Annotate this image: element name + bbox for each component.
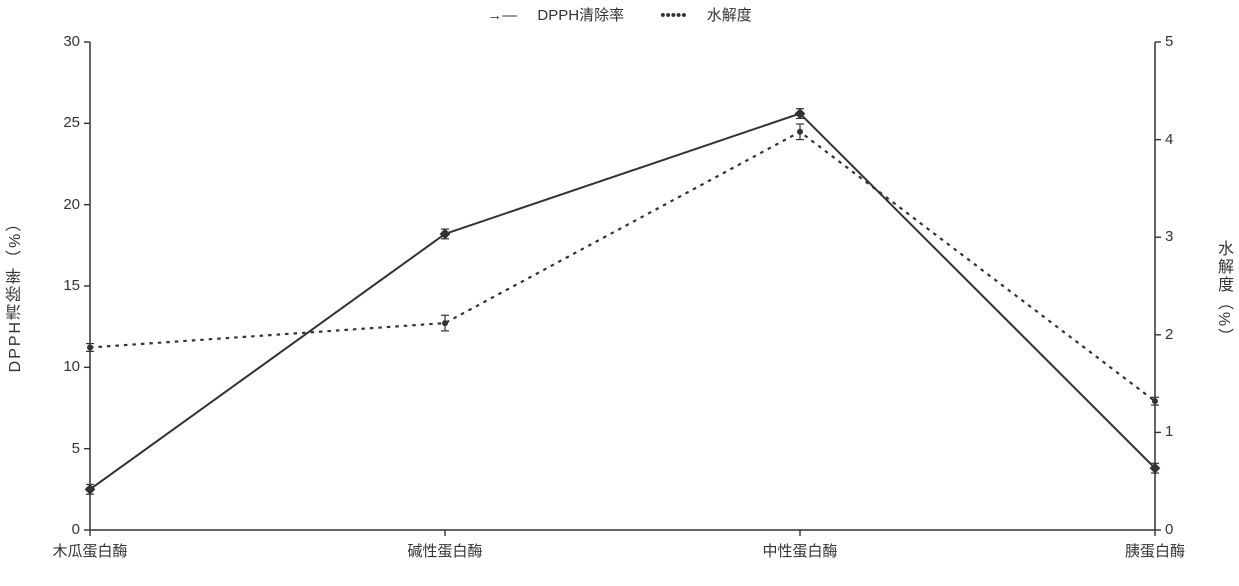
y-left-tick-label: 30 bbox=[63, 33, 80, 50]
chart-root: →— DPPH清除率 ••••• 水解度 DPPH清除率（%） 水解度（%） 0… bbox=[0, 0, 1239, 586]
y-right-tick-label: 2 bbox=[1165, 326, 1173, 343]
y-right-tick-label: 4 bbox=[1165, 131, 1173, 148]
y-left-tick-label: 25 bbox=[63, 114, 80, 131]
series-line bbox=[90, 132, 1155, 401]
y-right-tick-label: 0 bbox=[1165, 521, 1173, 538]
series-marker bbox=[442, 320, 448, 326]
y-left-tick-label: 5 bbox=[72, 440, 80, 457]
x-category-label: 木瓜蛋白酶 bbox=[52, 540, 127, 561]
x-category-label: 胰蛋白酶 bbox=[1125, 540, 1185, 561]
y-left-tick-label: 10 bbox=[63, 358, 80, 375]
series-marker bbox=[1152, 398, 1158, 404]
y-right-tick-label: 1 bbox=[1165, 423, 1173, 440]
y-right-tick-label: 5 bbox=[1165, 33, 1173, 50]
x-category-label: 中性蛋白酶 bbox=[762, 540, 837, 561]
series-marker bbox=[87, 344, 93, 350]
x-category-label: 碱性蛋白酶 bbox=[407, 540, 482, 561]
y-left-tick-label: 0 bbox=[72, 521, 80, 538]
y-left-tick-label: 15 bbox=[63, 277, 80, 294]
plot-svg bbox=[0, 0, 1239, 586]
series-marker bbox=[797, 129, 803, 135]
y-left-tick-label: 20 bbox=[63, 196, 80, 213]
series-line bbox=[90, 114, 1155, 490]
y-right-tick-label: 3 bbox=[1165, 228, 1173, 245]
